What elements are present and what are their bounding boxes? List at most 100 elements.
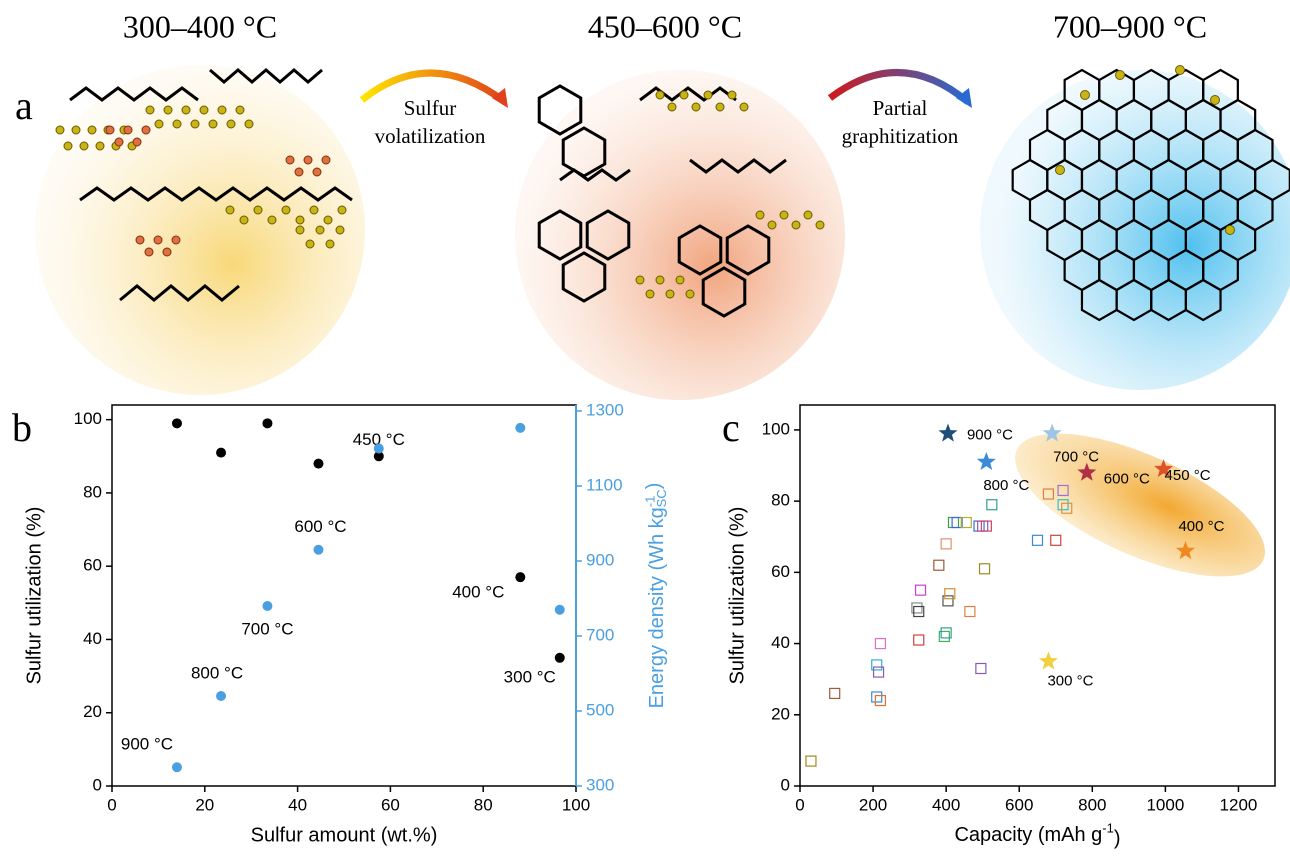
sulfur-atom [792,221,800,229]
panel-label: a [15,83,33,128]
x-tick-label: 100 [562,795,590,814]
point [941,539,951,549]
sulfur-atom [666,290,674,298]
sulfur-atom [163,248,171,256]
x-axis-title: Sulfur amount (wt.%) [251,824,438,846]
sulfur-atom [656,91,664,99]
y-tick-label: 20 [83,702,102,721]
stage-backdrop [515,70,845,400]
sulfur-atom [106,126,114,134]
point-label: 300 °C [504,667,556,686]
sulfur-atom [816,221,824,229]
point [978,521,988,531]
point [948,518,958,528]
sulfur-atom [227,120,235,128]
transition-label: graphitization [842,124,959,148]
sulfur-atom [282,206,290,214]
sulfur-atom [326,240,334,248]
y-tick-label: 100 [74,409,102,428]
sulfur-atom [728,91,736,99]
x-tick-label: 200 [859,795,887,814]
sulfur-atom [1081,91,1090,100]
sulfur-atom [72,126,80,134]
y-tick-label: 20 [771,704,790,723]
sulfur-atom [200,106,208,114]
sulfur-atom [296,216,304,224]
stage-title: 300–400 °C [123,8,277,44]
point [216,691,226,701]
point [1051,535,1061,545]
sulfur-atom [295,168,303,176]
point [875,639,885,649]
y-tick-label: 80 [771,491,790,510]
point [916,585,926,595]
x-tick-label: 1000 [1146,795,1184,814]
sulfur-atom [716,103,724,111]
sulfur-atom [338,206,346,214]
sulfur-atom [172,236,180,244]
sulfur-atom [756,211,764,219]
point-label: 800 °C [983,477,1029,494]
sulfur-atom [56,126,64,134]
sulfur-atom [1211,96,1220,105]
sulfur-atom [668,103,676,111]
sulfur-atom [115,138,123,146]
panel-label: b [12,405,32,450]
y-tick-label: 0 [781,775,790,794]
panel-label: c [722,405,740,450]
sulfur-atom [656,276,664,284]
highlight-region [996,404,1283,605]
sulfur-atom [80,142,88,150]
sulfur-atom [1226,226,1235,235]
sulfur-atom [1176,66,1185,75]
point-label: 900 °C [121,735,173,754]
point [374,444,384,454]
point [965,607,975,617]
sulfur-atom [740,103,748,111]
axis-title-part: SC [655,489,670,507]
y-tick-label: 60 [771,562,790,581]
stage-title: 450–600 °C [588,8,742,44]
x-tick-label: 600 [1005,795,1033,814]
x-tick-label: 0 [795,795,804,814]
sulfur-atom [254,206,262,214]
x-tick-label: 20 [195,795,214,814]
point-label: 800 °C [191,663,243,682]
axis-title-part: ) [643,483,665,490]
sulfur-atom [146,106,154,114]
point [934,560,944,570]
point [914,635,924,645]
sulfur-atom [316,226,324,234]
sulfur-atom [310,206,318,214]
y2-tick-label: 900 [586,550,614,569]
sulfur-atom [636,276,644,284]
point-label: 400 °C [1178,518,1224,535]
point [313,545,323,555]
point [875,696,885,706]
sulfur-atom [145,248,153,256]
sulfur-atom [88,126,96,134]
sulfur-atom [322,156,330,164]
sulfur-atom [96,142,104,150]
axis-title: Energy density (Wh kg-1SC) [643,483,670,709]
sulfur-atom [164,106,172,114]
point [974,521,984,531]
y2-tick-label: 300 [586,775,614,794]
point-label: 700 °C [1053,448,1099,465]
point [515,423,525,433]
sulfur-atom [1056,166,1065,175]
y2-tick-label: 500 [586,700,614,719]
sulfur-atom [191,120,199,128]
point-label: 600 °C [294,517,346,536]
point [830,688,840,698]
point [938,423,957,441]
point [172,762,182,772]
sulfur-atom [286,156,294,164]
sulfur-atom [182,106,190,114]
point [1039,651,1058,669]
y-tick-label: 40 [83,629,102,648]
axis-title-part: ) [1114,828,1121,850]
sulfur-atom [154,236,162,244]
sulfur-atom [218,106,226,114]
axis-title-part: Energy density (Wh kg [646,507,668,708]
